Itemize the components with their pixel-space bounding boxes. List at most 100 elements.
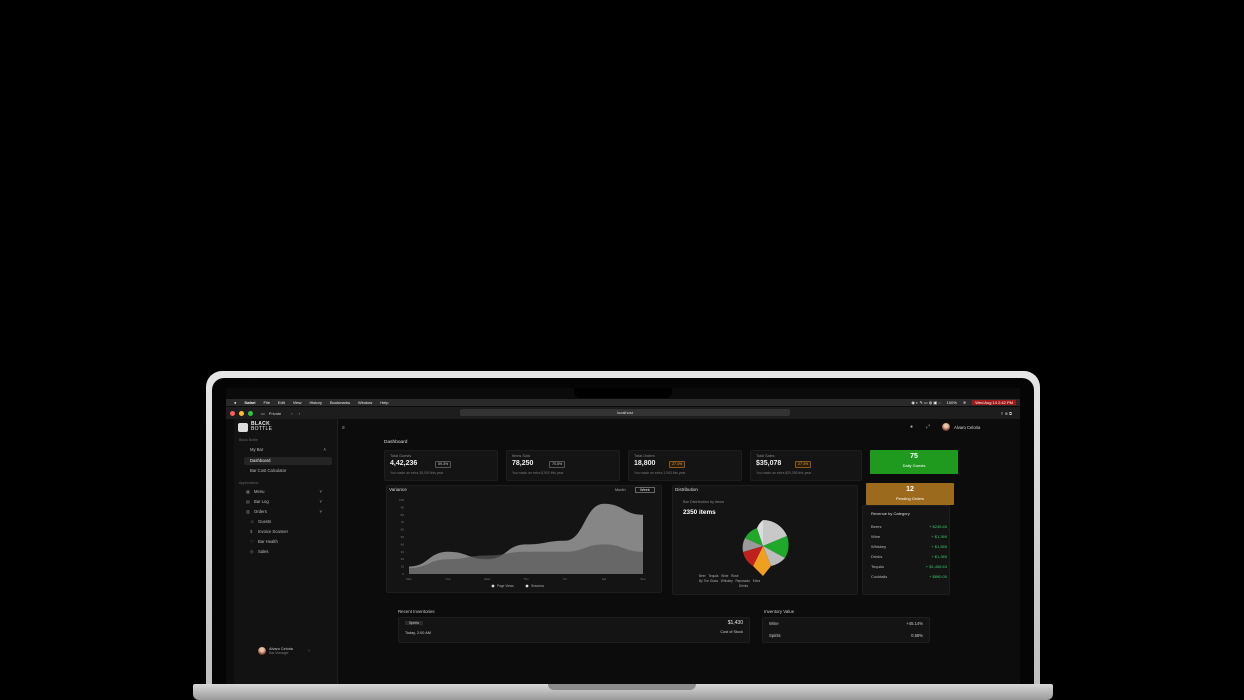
- brand-logo[interactable]: BLACK BOTTLE: [238, 422, 272, 432]
- tab-controls-icon[interactable]: ⇪ ⊕ ⧉: [1000, 410, 1012, 416]
- legend-label: Sessions: [531, 584, 544, 588]
- stat-card-total-guests[interactable]: Total Guests 4,42,236 59.3% You made an …: [384, 450, 498, 481]
- legend-beer: Beer: [699, 574, 706, 578]
- inventory-value-amount: 0.58%: [911, 633, 923, 638]
- hamburger-icon[interactable]: ≡: [342, 425, 345, 431]
- zoom-window-button[interactable]: [248, 410, 253, 416]
- sidebar-user[interactable]: Alvaro Celoria Bar Manager ˅: [258, 647, 310, 655]
- menu-history[interactable]: History: [309, 400, 322, 405]
- stat-value: 18,800: [634, 460, 656, 467]
- y-tick-label: 10: [401, 565, 405, 569]
- menu-bookmarks[interactable]: Bookmarks: [329, 400, 350, 405]
- menu-help[interactable]: Help: [380, 400, 389, 405]
- user-name: Alvaro Celoria: [269, 647, 293, 651]
- x-tick-label: Wed: [484, 577, 490, 581]
- recent-inventory-card[interactable]: Spirits $1,430 Today, 2:00 AM Cost of St…: [398, 617, 750, 643]
- menu-view[interactable]: View: [292, 400, 302, 405]
- menubar-clock[interactable]: Wed Aug 14 2:42 PM: [972, 400, 1016, 405]
- back-icon[interactable]: ‹: [291, 410, 293, 416]
- revenue-row: Whiskey + $1,569: [871, 544, 947, 549]
- y-tick-label: 70: [401, 520, 405, 524]
- pie-slice: [763, 546, 785, 566]
- stat-subtext: You made an extra 1,943 this year: [634, 471, 686, 475]
- y-tick-label: 30: [401, 550, 405, 554]
- scanner-icon: $: [250, 529, 253, 534]
- toggle-week[interactable]: Week: [635, 487, 655, 493]
- sales-icon: ◎: [250, 549, 254, 554]
- legend-tequila: Tequila: [708, 574, 719, 578]
- distribution-title: Distribution: [675, 487, 698, 492]
- y-tick-label: 100: [399, 498, 404, 502]
- status-icons[interactable]: ◉ ◐ ✎ ▭ ◍ ▣ ◌: [911, 400, 941, 405]
- pie-slice: [742, 538, 763, 552]
- stat-title: Total Guests: [390, 454, 412, 458]
- sidebar-item-label: Dashboard: [250, 458, 271, 463]
- toggle-month[interactable]: Month: [615, 488, 626, 492]
- sidebar-item-bar-log[interactable]: ▤ Bar Log ˅: [240, 498, 328, 506]
- sidebar-item-dashboard[interactable]: Dashboard: [244, 457, 332, 465]
- menu-edit[interactable]: Edit: [278, 400, 285, 405]
- stat-card-total-sales[interactable]: Total Sales $35,078 27.4% You made an ex…: [750, 450, 862, 481]
- distribution-subtitle: Bar Distribution by items: [683, 500, 725, 504]
- bottle-logo-icon: [238, 422, 248, 432]
- sidebar-toggle-icon[interactable]: ▭: [261, 410, 265, 416]
- trend-badge: 59.3%: [435, 461, 452, 468]
- close-window-button[interactable]: [230, 410, 235, 416]
- revenue-name: Tequila: [871, 564, 884, 569]
- legend-rose: Rosé: [731, 574, 739, 578]
- stat-card-items-sold[interactable]: Items Sold 78,250 70.5% You made an extr…: [506, 450, 620, 481]
- x-tick-label: Mon: [406, 577, 412, 581]
- sidebar-item-bar-cost-calculator[interactable]: Bar Cost Calculator: [244, 467, 332, 475]
- sidebar-item-bar-health[interactable]: ♡ Bar Health: [244, 538, 332, 546]
- inventory-tag: Spirits: [405, 621, 423, 625]
- menu-safari[interactable]: Safari: [244, 400, 256, 405]
- daily-guests-tile[interactable]: 75 Daily Guests: [870, 450, 958, 474]
- minimize-window-button[interactable]: [239, 410, 244, 416]
- sidebar-item-orders[interactable]: ▥ Orders ˅: [240, 508, 328, 516]
- avatar: [258, 647, 266, 655]
- topbar-profile[interactable]: Alvaro Celoria: [942, 423, 980, 431]
- y-tick-label: 90: [401, 505, 405, 509]
- x-tick-label: Fri: [563, 577, 567, 581]
- trend-badge: 27.4%: [669, 461, 686, 468]
- notification-icon[interactable]: ●: [910, 424, 914, 430]
- apple-icon[interactable]: ●: [234, 400, 237, 405]
- fullscreen-icon[interactable]: ⤢: [926, 424, 931, 430]
- stat-value: 78,250: [512, 460, 534, 467]
- menu-icon: ▦: [246, 489, 250, 494]
- tile-value: 75: [910, 453, 918, 460]
- sidebar-section-label: Black Bottle: [239, 438, 258, 442]
- stat-title: Items Sold: [512, 454, 530, 458]
- sidebar-item-menu[interactable]: ▦ Menu ˅: [240, 488, 328, 496]
- private-label: Private: [268, 410, 282, 416]
- legend-marker: [491, 584, 495, 588]
- orders-icon: ▥: [246, 509, 250, 514]
- sidebar: BLACK BOTTLE Black Bottle My Bar ˄ Dashb…: [234, 419, 338, 684]
- sidebar-group-label: My Bar: [250, 447, 264, 452]
- legend-whiskey: Whiskey: [720, 579, 733, 583]
- sidebar-item-guests[interactable]: ☺ Guests: [244, 518, 332, 526]
- wifi-icon[interactable]: ≋: [962, 400, 967, 405]
- revenue-value: + $1,456.63: [925, 564, 947, 569]
- sidebar-group-my-bar[interactable]: My Bar ˄: [244, 446, 332, 454]
- stat-card-total-orders[interactable]: Total Orders 18,800 27.4% You made an ex…: [628, 450, 742, 481]
- revenue-row: Cocktails + $890.00: [871, 574, 947, 579]
- stat-value: 4,42,236: [390, 460, 418, 467]
- inventory-value-card: Wine +45.14% Spirits 0.58%: [762, 617, 930, 643]
- pie-slice: [763, 520, 787, 546]
- laptop-base: [193, 684, 1053, 700]
- sidebar-item-sales[interactable]: ◎ Sales: [244, 548, 332, 556]
- address-bar[interactable]: localhost: [460, 409, 790, 416]
- trend-badge: 27.4%: [795, 461, 812, 468]
- pending-orders-tile[interactable]: 12 Pending Orders: [866, 483, 954, 505]
- menu-file[interactable]: File: [263, 400, 270, 405]
- battery-percent: 100%: [946, 400, 957, 405]
- menu-window[interactable]: Window: [357, 400, 373, 405]
- forward-icon[interactable]: ›: [298, 410, 300, 416]
- legend-drinks: Drinks: [739, 584, 749, 588]
- sidebar-item-invoice-scanner[interactable]: $ Invoice Scanner: [244, 528, 332, 536]
- mac-menubar: ● Safari File Edit View History Bookmark…: [226, 399, 1020, 406]
- trend-badge: 70.5%: [549, 461, 566, 468]
